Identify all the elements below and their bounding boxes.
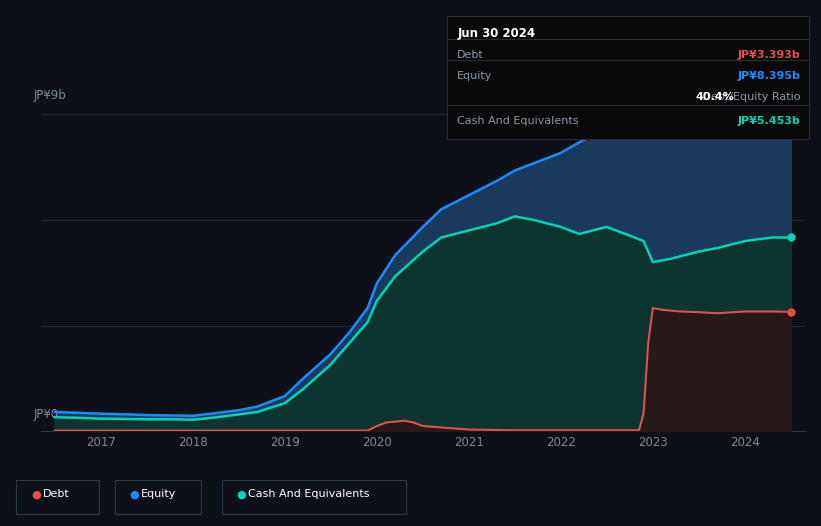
Text: ●: ● xyxy=(130,489,140,500)
Text: Jun 30 2024: Jun 30 2024 xyxy=(457,27,535,41)
Text: ●: ● xyxy=(31,489,41,500)
Text: Equity: Equity xyxy=(457,71,493,81)
Text: JP¥9b: JP¥9b xyxy=(34,89,67,103)
Text: Cash And Equivalents: Cash And Equivalents xyxy=(457,116,579,126)
Text: Debt: Debt xyxy=(457,50,484,60)
Text: 40.4%: 40.4% xyxy=(695,92,734,102)
Text: JP¥8.395b: JP¥8.395b xyxy=(737,71,800,81)
Text: JP¥0: JP¥0 xyxy=(34,408,58,421)
Text: JP¥3.393b: JP¥3.393b xyxy=(738,50,800,60)
Text: Cash And Equivalents: Cash And Equivalents xyxy=(248,489,369,500)
Text: Debt: Debt xyxy=(43,489,70,500)
Text: Debt/Equity Ratio: Debt/Equity Ratio xyxy=(699,92,800,102)
Text: JP¥5.453b: JP¥5.453b xyxy=(738,116,800,126)
Text: Equity: Equity xyxy=(141,489,177,500)
Text: ●: ● xyxy=(236,489,246,500)
